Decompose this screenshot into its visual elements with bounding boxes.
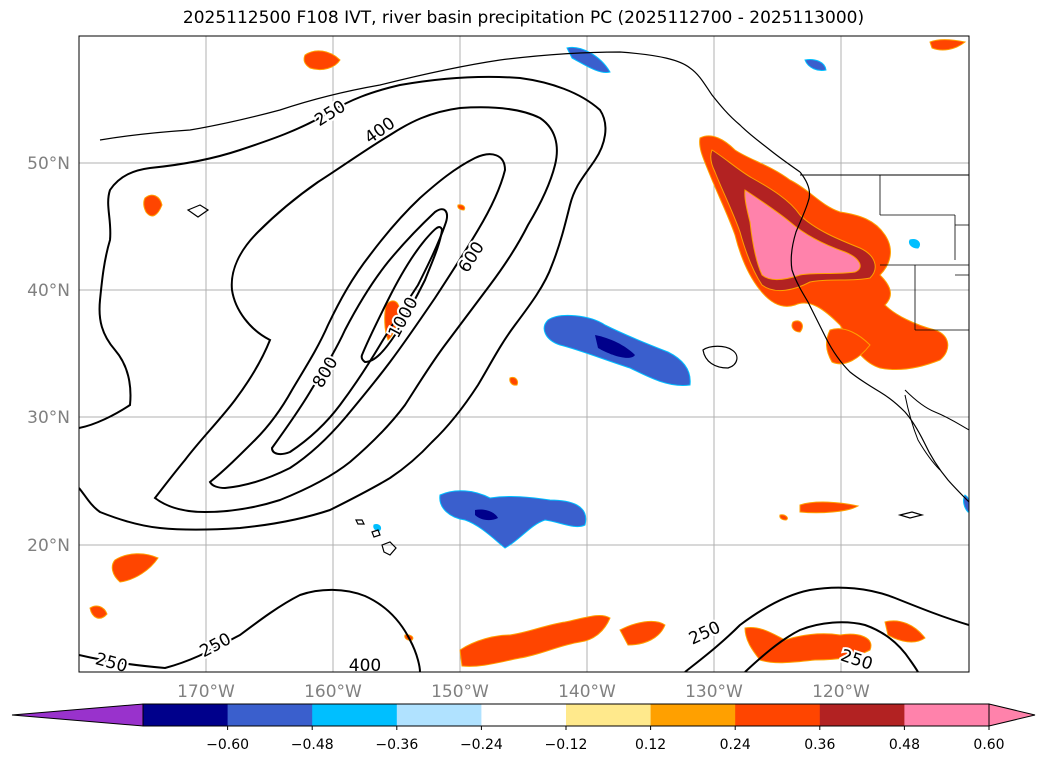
island-3 — [897, 511, 925, 519]
ivt-contour-1000 — [360, 226, 444, 364]
coastlines — [99, 51, 969, 556]
negative-precip-regions — [373, 46, 969, 549]
ivt-contour-800 — [270, 208, 448, 456]
pos-region-south-band4 — [884, 620, 926, 643]
island-2 — [702, 345, 738, 369]
colorbar-extend-high — [988, 703, 1036, 727]
lat-label-20: 20°N — [27, 536, 70, 556]
mexico-coast — [904, 389, 969, 431]
contour-label: 400 — [349, 656, 381, 676]
positive-precip-regions — [89, 39, 967, 667]
lon-label-150w: 150°W — [431, 682, 489, 702]
pos-region-north-pacific — [303, 50, 341, 71]
colorbar-segment — [904, 704, 990, 726]
lat-label-50: 50°N — [27, 154, 70, 174]
colorbar-tick-label: −0.24 — [460, 737, 503, 753]
lon-label-120w: 120°W — [812, 682, 870, 702]
hawaii-3 — [371, 529, 381, 538]
pos-region-west-blob — [143, 194, 163, 217]
pos-region-small-4 — [791, 320, 803, 333]
lat-label-30: 30°N — [27, 408, 70, 428]
plot-background — [79, 36, 969, 672]
ivt-contour-400 — [153, 106, 558, 514]
neg-core-hawaii-north — [475, 509, 498, 521]
pos-region-sw-small — [89, 605, 108, 619]
lon-label-140w: 140°W — [558, 682, 616, 702]
neg-blob-pnw-small — [804, 59, 827, 71]
colorbar-segment — [819, 704, 905, 726]
map-title: 2025112500 F108 IVT, river basin precipi… — [182, 8, 865, 28]
longitude-labels: 170°W 160°W 150°W 140°W 130°W 120°W — [177, 682, 870, 702]
pos-region-pnw-core — [744, 189, 861, 280]
colorbar-tick-label: 0.60 — [973, 737, 1004, 753]
plot-frame — [78, 35, 970, 673]
pos-region-small-3 — [779, 514, 788, 521]
colorbar-segment — [312, 704, 398, 726]
colorbar-segment — [735, 704, 821, 726]
colorbar: −0.60 −0.48 −0.36 −0.24 −0.12 0.12 0.24 0.36 0.4… — [11, 703, 1036, 753]
ivt-contour-600 — [208, 153, 507, 490]
lat-label-40: 40°N — [27, 281, 70, 301]
hawaii-1 — [355, 519, 365, 525]
colorbar-segment — [650, 704, 736, 726]
colorbar-segment — [396, 704, 482, 726]
ivt-contour-250-north — [79, 75, 607, 531]
colorbar-tick-label: −0.60 — [206, 737, 249, 753]
colorbar-tick-label: 0.48 — [889, 737, 920, 753]
ivt-contour-250-south-east — [684, 586, 969, 672]
colorbar-tick-label: 0.36 — [804, 737, 835, 753]
west-coast — [790, 171, 969, 503]
pos-region-socal — [826, 328, 871, 365]
colorbar-segment — [566, 704, 652, 726]
pos-region-baja — [799, 501, 860, 514]
colorbar-tick-label: 0.24 — [720, 737, 751, 753]
colorbar-tick-label: −0.36 — [375, 737, 418, 753]
latitude-labels: 20°N 30°N 40°N 50°N — [27, 154, 70, 556]
neg-core-central-pacific — [595, 335, 635, 358]
pos-region-small-2 — [457, 204, 466, 211]
colorbar-tick-label: 0.12 — [635, 737, 666, 753]
pos-region-small-1 — [509, 377, 518, 386]
colorbar-tick-label: −0.12 — [545, 737, 588, 753]
pos-region-south-band1 — [459, 615, 611, 667]
colorbar-segment — [143, 704, 229, 726]
neg-blob-hawaii-north — [439, 490, 587, 549]
island-1 — [186, 204, 210, 218]
colorbar-segment — [481, 704, 567, 726]
us-states — [879, 175, 969, 331]
lon-label-130w: 130°W — [685, 682, 743, 702]
ivt-contour-250-south-west — [79, 588, 421, 672]
alaska-coast — [99, 51, 801, 173]
pos-region-sw-blob — [111, 553, 159, 583]
pos-region-south-band2 — [619, 620, 666, 646]
neg-blob-idaho — [909, 239, 921, 249]
ivt-contours — [79, 75, 969, 672]
lon-label-160w: 160°W — [304, 682, 362, 702]
colorbar-extend-low — [11, 703, 144, 727]
colorbar-segment — [227, 704, 313, 726]
hawaii-2 — [381, 541, 397, 556]
neg-blob-gulf-alaska — [566, 46, 611, 74]
pos-region-northeast — [929, 39, 967, 51]
ivt-contour-400-south — [744, 621, 919, 672]
colorbar-tick-label: −0.48 — [291, 737, 334, 753]
baja — [904, 394, 941, 471]
lon-label-170w: 170°W — [177, 682, 235, 702]
neg-blob-coast-south — [963, 494, 969, 513]
